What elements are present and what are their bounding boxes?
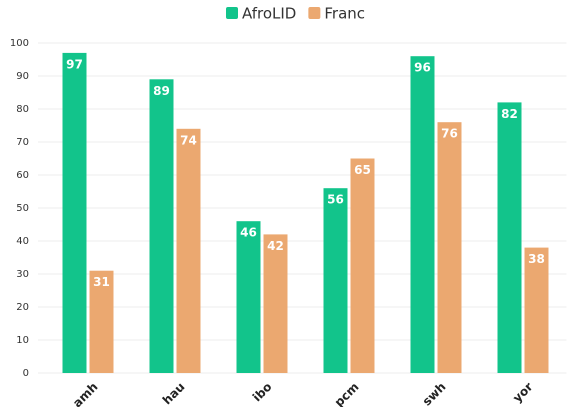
bar [149,79,174,374]
y-tick-label: 10 [16,335,29,346]
bar [62,52,87,374]
value-label: 56 [327,193,344,207]
value-label: 89 [153,84,170,98]
bar [176,128,201,373]
bar [263,234,288,373]
bar [323,188,348,373]
value-label: 38 [528,252,545,266]
y-tick-label: 60 [16,170,29,181]
y-tick-label: 20 [16,302,29,313]
value-label: 76 [441,127,458,141]
bar [89,270,114,373]
y-tick-label: 30 [16,269,29,280]
bar [350,158,375,373]
value-label: 82 [501,107,518,121]
legend-swatch [226,7,238,19]
bar [437,122,462,373]
value-label: 42 [267,239,284,253]
x-tick-label: ibo [250,380,275,405]
y-tick-label: 80 [16,104,29,115]
y-tick-label: 0 [23,368,29,379]
x-tick-label: hau [160,380,188,407]
bar [497,102,522,374]
legend-label: AfroLID [242,5,296,23]
x-tick-label: amh [70,380,101,407]
y-tick-label: 90 [16,71,29,82]
y-tick-label: 70 [16,137,29,148]
bar [236,221,261,373]
x-tick-label: pcm [332,380,362,407]
bar [524,247,549,373]
x-tick-label: yor [510,380,536,406]
value-label: 74 [180,133,197,147]
value-label: 31 [93,275,110,289]
value-label: 65 [354,163,371,177]
legend-swatch [308,7,321,19]
x-tick-label: swh [420,380,449,407]
value-label: 97 [66,57,83,71]
y-tick-label: 100 [10,38,29,49]
legend-label: Franc [324,5,365,23]
y-tick-label: 40 [16,236,29,247]
bar [410,56,435,373]
value-label: 46 [240,226,257,240]
value-label: 96 [414,61,431,75]
y-tick-label: 50 [16,203,29,214]
